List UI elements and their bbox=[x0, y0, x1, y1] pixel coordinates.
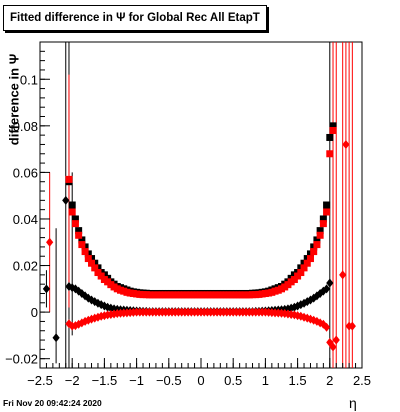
square-marker bbox=[84, 255, 92, 263]
y-tick-label: 0.08 bbox=[13, 119, 38, 134]
y-tick-label: 0.1 bbox=[20, 72, 38, 87]
square-marker bbox=[88, 259, 96, 267]
y-tick-label: −0.02 bbox=[5, 352, 38, 367]
diamond-marker bbox=[81, 291, 89, 301]
square-marker bbox=[323, 208, 331, 216]
square-marker bbox=[316, 231, 324, 239]
y-tick-label: 0.02 bbox=[13, 259, 38, 274]
diamond-marker bbox=[46, 237, 54, 247]
square-marker bbox=[71, 220, 79, 228]
diamond-marker bbox=[62, 195, 70, 205]
square-marker bbox=[297, 269, 305, 277]
chart-title: Fitted difference in Ψ for Global Rec Al… bbox=[3, 5, 267, 31]
diamond-marker bbox=[78, 318, 86, 328]
diamond-marker bbox=[81, 316, 89, 326]
x-tick-label: 0.5 bbox=[224, 373, 242, 388]
diamond-marker bbox=[71, 321, 80, 331]
square-marker bbox=[329, 122, 337, 130]
diamond-marker bbox=[322, 284, 331, 294]
x-tick-label: 2 bbox=[326, 373, 333, 388]
square-marker bbox=[306, 255, 314, 263]
diamond-marker bbox=[326, 278, 334, 288]
square-marker bbox=[78, 236, 86, 244]
x-tick-label: 1 bbox=[262, 373, 269, 388]
square-marker bbox=[300, 264, 308, 272]
x-tick-label: −1 bbox=[129, 373, 144, 388]
diamond-marker bbox=[319, 286, 327, 296]
square-marker bbox=[68, 208, 76, 216]
square-marker bbox=[323, 201, 331, 209]
square-marker bbox=[68, 201, 76, 209]
square-marker bbox=[319, 220, 327, 228]
data-markers bbox=[42, 122, 356, 352]
diamond-marker bbox=[339, 270, 347, 280]
y-tick-label: 0.04 bbox=[13, 212, 38, 227]
square-marker bbox=[329, 126, 337, 134]
diamond-marker bbox=[332, 335, 340, 345]
square-marker bbox=[310, 248, 318, 256]
square-marker bbox=[303, 259, 311, 267]
diamond-marker bbox=[71, 284, 80, 294]
square-marker bbox=[313, 241, 321, 249]
diamond-marker bbox=[287, 303, 295, 313]
diamond-marker bbox=[75, 286, 83, 296]
diamond-marker bbox=[326, 337, 334, 347]
square-marker bbox=[75, 231, 83, 239]
diamond-marker bbox=[294, 311, 302, 321]
x-tick-label: −2 bbox=[65, 373, 80, 388]
diamond-marker bbox=[319, 319, 327, 329]
x-tick-label: −2.5 bbox=[27, 373, 53, 388]
square-marker bbox=[316, 227, 324, 235]
square-marker bbox=[65, 175, 73, 183]
diamond-marker bbox=[300, 312, 308, 322]
x-tick-label: −1.5 bbox=[92, 373, 118, 388]
x-tick-label: −0.5 bbox=[156, 373, 182, 388]
square-marker bbox=[319, 215, 327, 223]
diamond-marker bbox=[78, 288, 86, 298]
diamond-marker bbox=[348, 321, 356, 331]
square-marker bbox=[326, 150, 334, 158]
diamond-marker bbox=[294, 301, 302, 311]
y-tick-label: 0 bbox=[31, 305, 38, 320]
square-marker bbox=[78, 241, 86, 249]
square-marker bbox=[75, 227, 83, 235]
diamond-marker bbox=[342, 139, 350, 149]
square-marker bbox=[91, 264, 99, 272]
axis-ticks: −2.5 −2 −1.5 −1 −0.5 0 0.5 1 1.5 2 2.5 −0.02 0 0.02 0.… bbox=[5, 41, 371, 388]
timestamp: Fri Nov 20 09:42:24 2020 bbox=[3, 398, 102, 408]
diamond-marker bbox=[322, 322, 331, 332]
diamond-marker bbox=[75, 319, 83, 329]
square-marker bbox=[81, 248, 89, 256]
y-tick-label: 0.06 bbox=[13, 165, 38, 180]
square-marker bbox=[71, 215, 79, 223]
x-tick-label: 2.5 bbox=[353, 373, 371, 388]
diamond-marker bbox=[300, 298, 308, 308]
diamond-marker bbox=[52, 333, 60, 343]
x-axis-label: η bbox=[349, 395, 357, 411]
x-tick-label: 1.5 bbox=[289, 373, 307, 388]
x-tick-label: 0 bbox=[197, 373, 204, 388]
diamond-marker bbox=[42, 284, 51, 294]
square-marker bbox=[326, 133, 334, 141]
square-marker bbox=[313, 236, 321, 244]
y-axis-label: difference in Ψ bbox=[6, 53, 22, 146]
diamond-marker bbox=[329, 342, 337, 352]
